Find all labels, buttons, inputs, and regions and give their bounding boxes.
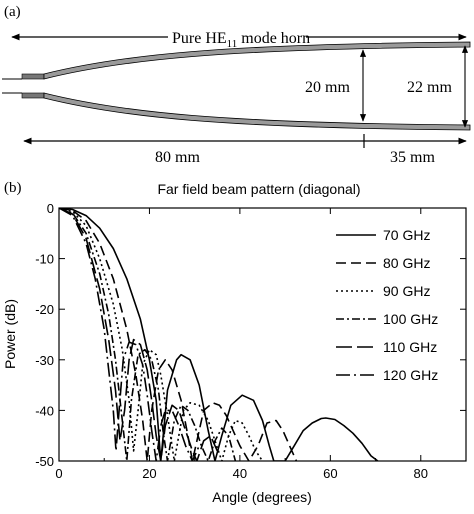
- legend-label: 70 GHz: [383, 227, 430, 243]
- legend-label: 90 GHz: [383, 283, 430, 299]
- x-tick-label: 80: [414, 466, 428, 481]
- y-tick-label: 0: [47, 201, 54, 216]
- title-mask: [168, 26, 306, 46]
- series-line-100ghz: [59, 208, 237, 461]
- series-line-110ghz: [59, 208, 219, 461]
- plot-area: 0 20 40 60 80 0 -10 -20 -30 -40 -50 70 GHz 80 GHz 90…: [35, 201, 467, 481]
- series-line-70ghz: [59, 208, 379, 461]
- y-tick-label: -30: [35, 353, 54, 368]
- dim-20mm-label: 20 mm: [305, 79, 350, 96]
- panel-b: (b) Far field beam pattern (diagonal) 0 2…: [2, 180, 467, 505]
- panel-a: (a) Pure HE11 mode horn 20 mm 22 mm 80 m…: [2, 4, 471, 166]
- x-tick-label: 60: [323, 466, 337, 481]
- series-line-80ghz: [59, 208, 298, 461]
- chart-title: Far field beam pattern (diagonal): [157, 181, 360, 197]
- plot-frame: [58, 207, 467, 462]
- y-tick-label: -50: [35, 454, 54, 469]
- x-axis-label: Angle (degrees): [212, 489, 312, 505]
- dim-35mm-label: 35 mm: [390, 149, 435, 166]
- dim-22mm-label: 22 mm: [407, 79, 452, 96]
- horn-profile: [2, 41, 471, 131]
- y-tick-label: -20: [35, 302, 54, 317]
- x-tick-label: 40: [233, 466, 247, 481]
- horn-title: Pure HE11 mode horn: [172, 30, 310, 50]
- x-tick-label: 20: [142, 466, 156, 481]
- panel-a-label: (a): [4, 4, 21, 20]
- dim-80mm-label: 80 mm: [155, 149, 200, 166]
- y-tick-label: -40: [35, 403, 54, 418]
- panel-b-label: (b): [4, 180, 22, 196]
- legend-label: 100 GHz: [383, 311, 438, 327]
- horn-title-subscript: 11: [227, 38, 238, 50]
- legend-label: 80 GHz: [383, 255, 430, 271]
- legend-label: 120 GHz: [383, 367, 438, 383]
- y-axis-label: Power (dB): [2, 299, 18, 369]
- chart-legend: 70 GHz 80 GHz 90 GHz 100 GHz 110 GHz 120 GHz: [336, 227, 438, 383]
- x-tick-label: 0: [55, 466, 62, 481]
- series-line-120ghz: [59, 208, 200, 461]
- legend-label: 110 GHz: [383, 339, 437, 355]
- y-tick-label: -10: [35, 252, 54, 267]
